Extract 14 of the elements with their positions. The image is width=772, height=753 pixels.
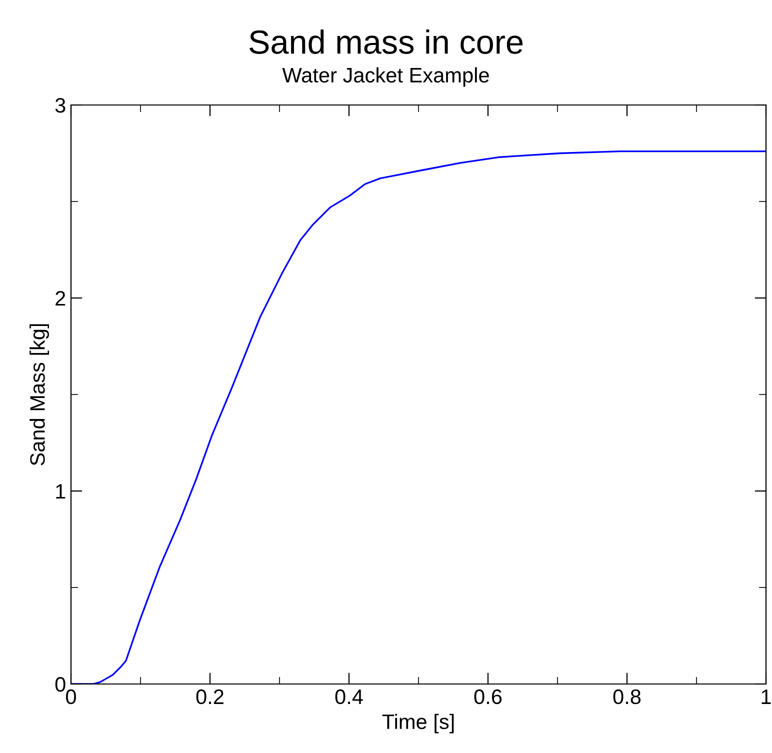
x-tick-label: 0.2 — [196, 689, 224, 704]
y-tick-label: 2 — [56, 291, 66, 306]
x-axis-title: Time [s] — [382, 714, 454, 734]
y-tick-label: 1 — [56, 484, 66, 499]
x-tick-label: 1 — [762, 690, 771, 704]
x-tick-label: 0.4 — [335, 689, 363, 704]
x-tick-label: 0.6 — [474, 689, 502, 704]
x-tick-label: 0.8 — [613, 689, 641, 704]
chart-title: Sand mass in core — [249, 29, 523, 54]
y-tick-label: 0 — [55, 677, 66, 692]
y-tick-label: 3 — [55, 98, 66, 113]
x-tick-label: 0 — [66, 689, 76, 704]
chart-subtitle: Water Jacket Example — [282, 67, 489, 87]
y-axis-title: Sand Mass [kg] — [30, 324, 49, 466]
